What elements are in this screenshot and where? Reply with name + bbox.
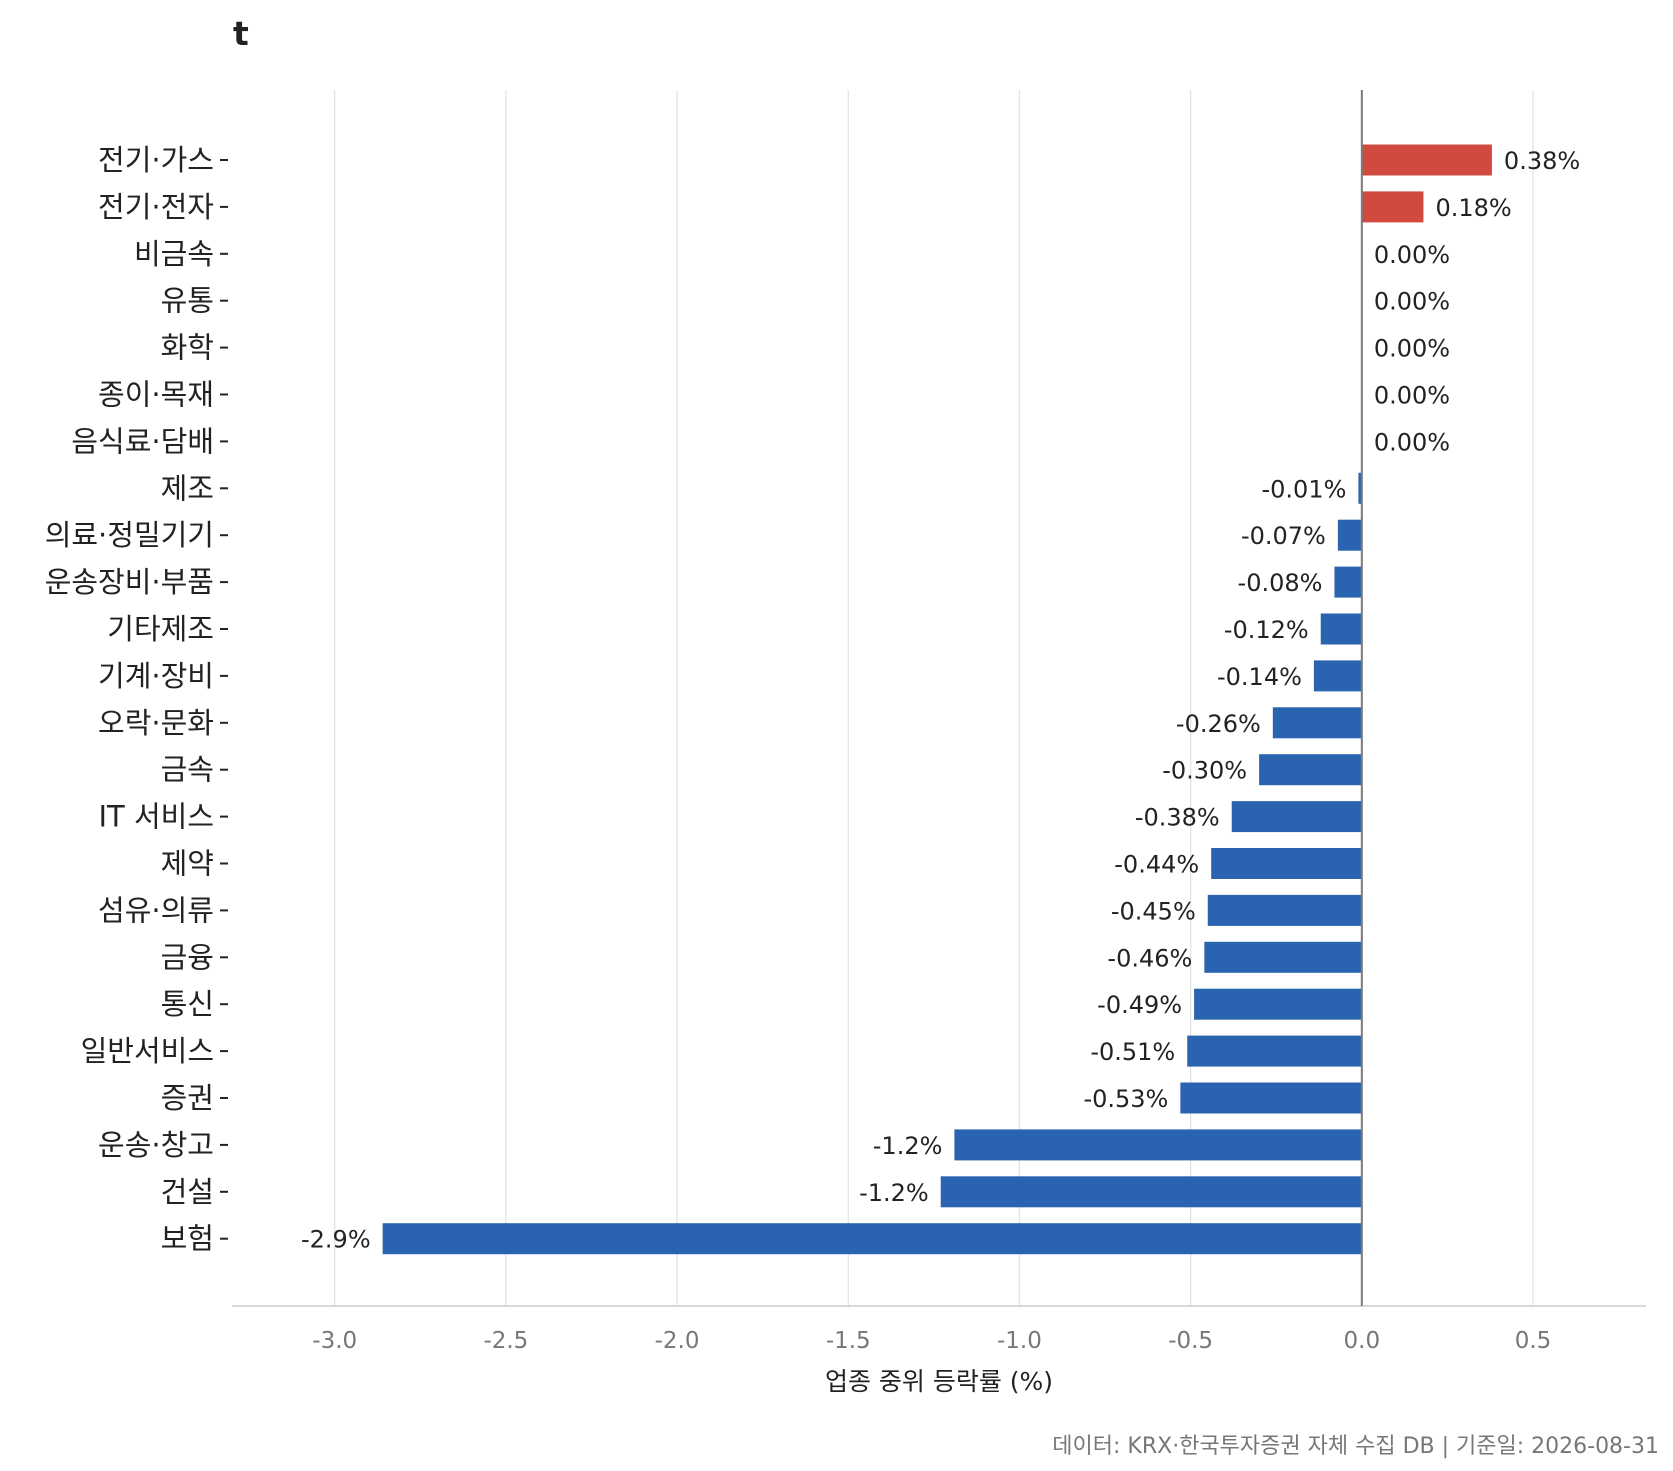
bar-value-label: -0.12% [1224,616,1309,644]
bar [1180,1082,1362,1114]
bar-value-label: -0.08% [1238,569,1323,597]
bar [1194,988,1362,1020]
category-label: 전기·전자 [98,190,214,224]
bar-value-label: 0.00% [1374,428,1450,456]
category-label: 제조 [161,471,214,505]
category-label: 일반서비스 [81,1034,214,1068]
bar-value-label: -2.9% [301,1226,371,1254]
category-label: 운송·창고 [98,1128,214,1162]
bar [1337,519,1362,551]
bar [1334,566,1362,598]
bar [954,1129,1362,1161]
category-label: 화학 [161,331,214,365]
bar [1231,801,1362,833]
chart-title: t [233,14,249,53]
bar-value-label: -0.30% [1162,757,1247,785]
x-tick-label: -0.5 [1168,1328,1213,1354]
category-label: 전기·가스 [98,143,214,177]
category-label: 기계·장비 [98,659,214,693]
bar [1259,754,1362,786]
bar [1358,472,1362,504]
x-tick-label: -1.5 [826,1328,871,1354]
bar-value-label: 0.00% [1374,288,1450,316]
bar-value-label: -0.26% [1176,710,1261,738]
x-tick-label: 0.5 [1515,1328,1552,1354]
grid-layer [334,90,1534,1306]
bar [1361,144,1492,176]
bar-value-label: -0.14% [1217,663,1302,691]
x-tick-label: 0.0 [1344,1328,1381,1354]
bar [1204,941,1362,973]
x-tick-label: -3.0 [312,1328,357,1354]
bar [1313,660,1362,692]
category-label: 섬유·의류 [98,893,214,927]
category-label: 운송장비·부품 [45,565,214,599]
category-label: 건설 [161,1175,214,1209]
category-label: 보험 [161,1222,214,1256]
bar-value-label: 0.00% [1374,241,1450,269]
data-source-caption: 데이터: KRX·한국투자증권 자체 수집 DB | 기준일: 2026-08-… [1052,1434,1659,1459]
bar-value-label: 0.38% [1504,147,1580,175]
bar [1272,707,1362,739]
category-label: 유통 [161,284,214,318]
x-tick-label: -2.0 [655,1328,700,1354]
category-label: 의료·정밀기기 [45,518,214,552]
bar [382,1223,1362,1255]
bar [1207,894,1362,926]
category-label: 음식료·담배 [71,424,214,458]
category-label: IT 서비스 [98,800,214,834]
x-tick-label: -2.5 [483,1328,528,1354]
bar-value-label: -0.46% [1107,944,1192,972]
bar-value-label: -1.2% [859,1179,929,1207]
bar [1361,191,1424,223]
category-label: 증권 [161,1081,214,1115]
bar-value-label: -0.07% [1241,522,1326,550]
category-label: 오락·문화 [98,706,214,740]
axis-layer: -3.0 -2.5 -2.0 -1.5 -1.0 -0.5 0.0 0.5 업종 중위 등락률 … [232,90,1646,1396]
bar-value-label: -1.2% [873,1132,943,1160]
category-label: 종이·목재 [98,378,214,412]
bar-value-label: 0.18% [1435,194,1511,222]
bar-value-label: -0.44% [1114,851,1199,879]
bar [1211,848,1362,879]
category-label: 기타제조 [107,612,214,646]
x-tick-label: -1.0 [997,1328,1042,1354]
category-label: 통신 [161,987,214,1021]
bar-value-label: -0.49% [1097,991,1182,1019]
bar-value-label: -0.01% [1262,475,1347,503]
category-label: 비금속 [134,237,214,271]
bar [1187,1035,1362,1067]
bar-value-label: -0.51% [1090,1038,1175,1066]
bar-value-label: 0.00% [1374,335,1450,363]
x-axis-title: 업종 중위 등락률 (%) [825,1367,1053,1396]
bar-value-label: 0.00% [1374,382,1450,410]
bar [1320,613,1362,645]
bar-value-label: -0.45% [1111,897,1196,925]
bar [940,1176,1362,1208]
bar-value-label: -0.38% [1135,804,1220,832]
bar-value-label: -0.53% [1083,1085,1168,1113]
labels-layer: 전기·가스 0.38% 전기·전자 0.18% 비금속 0.00% 유통 0.00% 화학 0.0… [45,143,1580,1256]
category-label: 제약 [161,847,214,881]
bars-layer [382,144,1492,1255]
category-label: 금융 [161,940,214,974]
category-label: 금속 [161,753,214,787]
